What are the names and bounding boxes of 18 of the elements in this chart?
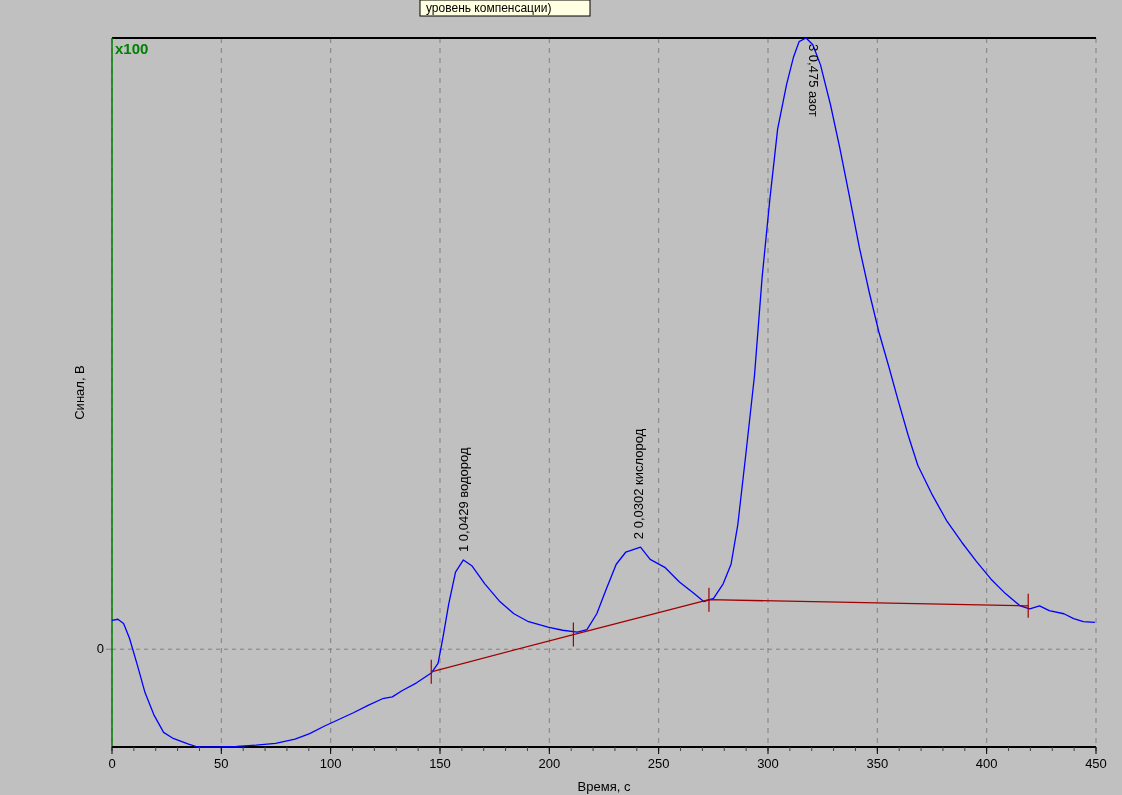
ref-line-label: 0 (96, 641, 104, 657)
x-tick-label: 400 (975, 756, 998, 771)
x-tick-label: 100 (319, 756, 342, 771)
annotation: 2 0,0302 кислород (630, 428, 646, 540)
x-tick-label: 450 (1085, 756, 1107, 771)
annotation: 3 0,475 азот (806, 44, 822, 117)
y-axis-title: Синал, В (72, 365, 87, 420)
x-tick-label: 300 (757, 756, 779, 771)
x-axis-title: Время, с (577, 779, 631, 794)
x-tick-label: 200 (538, 756, 561, 771)
annotation: 1 0,0429 водород (456, 447, 472, 552)
x-tick-label: 0 (108, 756, 116, 771)
text: уровень компенсации) (426, 1, 552, 15)
x-tick-label: 350 (866, 756, 889, 771)
x-tick-label: 50 (214, 756, 229, 771)
x-tick-label: 150 (429, 756, 451, 771)
annotation: x100 (115, 40, 149, 57)
x-tick-label: 250 (647, 756, 670, 771)
